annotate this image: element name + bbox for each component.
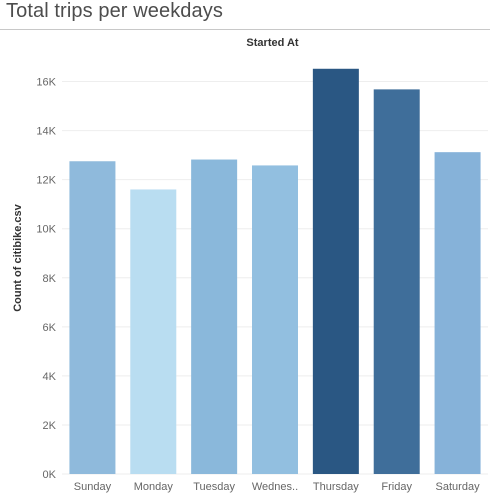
bar-wednes[interactable] [252,165,298,475]
y-tick-label: 2K [43,420,57,432]
y-tick-label: 4K [43,371,57,383]
column-header: Started At [246,37,299,49]
y-tick-label: 10K [36,224,56,236]
bar-sunday[interactable] [69,161,116,474]
bar-friday[interactable] [373,89,420,475]
bar-tuesday[interactable] [191,159,238,474]
bar-monday[interactable] [130,189,177,475]
bars [69,68,481,475]
y-tick-label: 14K [36,126,56,138]
y-tick-label: 6K [43,322,57,334]
x-tick-label: Sunday [74,481,112,493]
x-tick-label: Tuesday [193,481,235,493]
x-tick-label: Wednes.. [252,481,298,493]
bar-thursday[interactable] [312,68,359,475]
x-tick-label: Saturday [436,481,481,493]
x-tick-label: Monday [134,481,174,493]
x-tick-label: Friday [381,481,412,493]
y-tick-label: 0K [43,469,57,481]
bar-saturday[interactable] [434,152,481,474]
x-axis-ticks: Sunday Monday Tuesday Wednes.. Thursday Frida… [74,481,480,493]
y-axis-ticks: 0K 2K 4K 6K 8K 10K 12K 14K 16K [36,77,56,481]
title-divider [0,29,490,30]
y-tick-label: 8K [43,273,57,285]
x-tick-label: Thursday [313,481,359,493]
y-tick-label: 16K [36,77,56,89]
y-tick-label: 12K [36,175,56,187]
chart-title: Total trips per weekdays [6,0,223,22]
